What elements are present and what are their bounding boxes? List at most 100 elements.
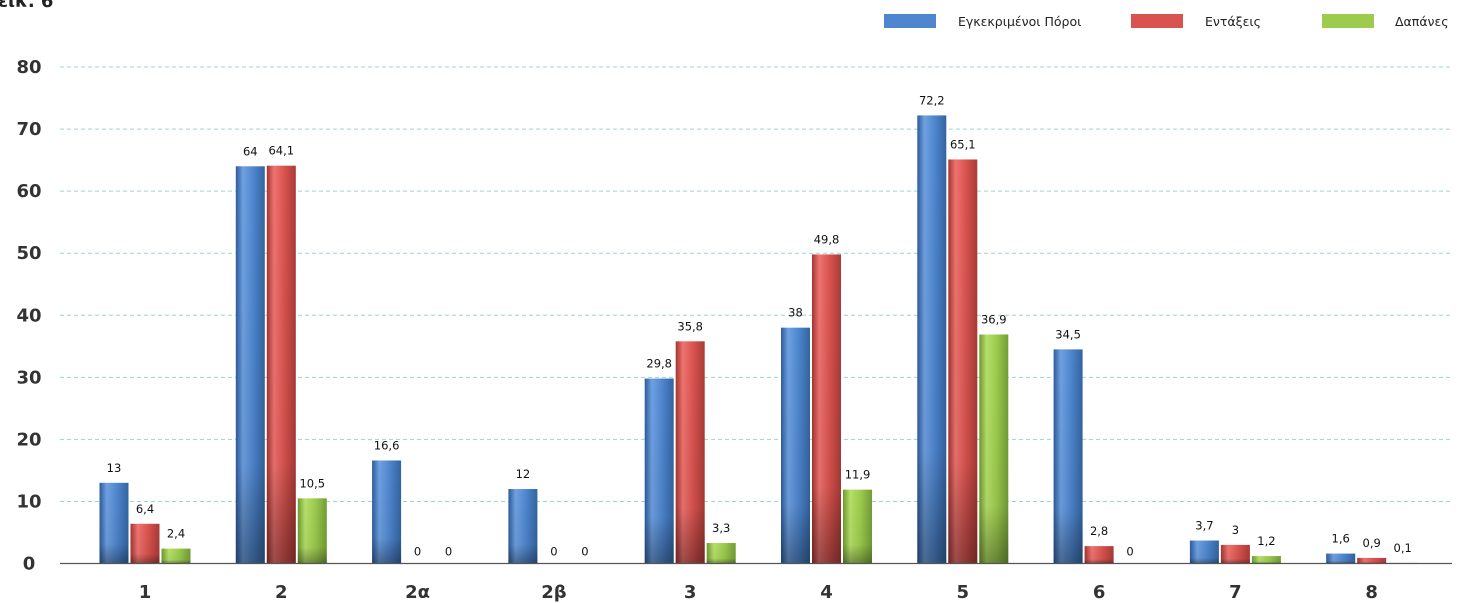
x-tick-label: 6 bbox=[1093, 582, 1106, 603]
bar-shade bbox=[979, 334, 1009, 564]
data-label: 29,8 bbox=[646, 357, 672, 371]
bar-shade bbox=[675, 341, 705, 564]
data-label: 12 bbox=[516, 467, 531, 481]
data-label: 64,1 bbox=[268, 144, 294, 158]
data-label: 11,9 bbox=[845, 468, 871, 482]
data-label: 36,9 bbox=[981, 312, 1007, 326]
x-tick-label: 1 bbox=[139, 582, 152, 603]
x-tick-label: 2β bbox=[541, 582, 567, 603]
bar-shade bbox=[781, 327, 810, 564]
bars bbox=[99, 115, 1418, 564]
bar-shade bbox=[130, 523, 160, 564]
data-label: 3,3 bbox=[712, 521, 730, 535]
bar-shade bbox=[372, 460, 402, 564]
data-label: 10,5 bbox=[299, 476, 325, 490]
x-tick-label: 2α bbox=[405, 582, 430, 603]
bar-shade bbox=[917, 115, 947, 564]
data-label: 0 bbox=[581, 545, 588, 559]
bar bbox=[979, 334, 1009, 564]
y-tick-label: 40 bbox=[16, 305, 41, 326]
data-label: 0,9 bbox=[1363, 536, 1381, 550]
x-tick-label: 3 bbox=[684, 582, 697, 603]
bar bbox=[644, 378, 674, 564]
legend-entry: Εγκεκριμένοι Πόροι bbox=[884, 14, 1081, 29]
legend-swatch bbox=[1322, 14, 1374, 28]
legend-label: Εντάξεις bbox=[1205, 14, 1261, 29]
x-tick-label: 8 bbox=[1365, 582, 1378, 603]
legend-entry: Εντάξεις bbox=[1131, 14, 1261, 29]
y-axis-ticks: 0 10 20 30 40 50 60 70 80 bbox=[16, 57, 41, 575]
data-label: 38 bbox=[788, 306, 803, 320]
bar bbox=[266, 165, 296, 564]
legend-swatch bbox=[884, 14, 936, 28]
bar-shade bbox=[297, 498, 327, 564]
bar-shade bbox=[235, 166, 265, 564]
bar-shade bbox=[1220, 544, 1250, 564]
data-label: 0,1 bbox=[1394, 541, 1412, 555]
bar bbox=[99, 482, 129, 564]
data-label: 49,8 bbox=[814, 232, 840, 246]
bar-shade bbox=[1053, 349, 1083, 564]
data-label: 13 bbox=[107, 461, 122, 475]
bar bbox=[781, 327, 810, 564]
data-label: 1,2 bbox=[1257, 534, 1275, 548]
bar-shade bbox=[644, 378, 674, 564]
y-tick-label: 70 bbox=[16, 119, 41, 140]
legend: Εγκεκριμένοι Πόροι Εντάξεις Δαπάνες bbox=[884, 14, 1449, 29]
y-tick-label: 30 bbox=[16, 367, 41, 388]
bar bbox=[1357, 557, 1387, 564]
data-label: 0 bbox=[445, 545, 452, 559]
bar bbox=[843, 489, 872, 564]
bar-shade bbox=[1084, 546, 1114, 564]
data-label: 16,6 bbox=[374, 438, 400, 452]
bar bbox=[706, 543, 736, 564]
bar-shade bbox=[508, 489, 538, 564]
y-tick-label: 10 bbox=[16, 491, 41, 512]
bar-shade bbox=[1326, 553, 1356, 564]
data-label: 34,5 bbox=[1055, 327, 1081, 341]
bar-shade bbox=[812, 254, 841, 564]
bar bbox=[297, 498, 327, 564]
data-labels: 13 6,4 2,4 64 64,1 10,5 16,6 0 0 12 0 0 29,8 35,8 3,3 3… bbox=[107, 93, 1412, 558]
bar-shade bbox=[1189, 540, 1219, 564]
bar-shade bbox=[706, 543, 736, 564]
bar-shade bbox=[266, 165, 296, 564]
bar bbox=[675, 341, 705, 564]
bar bbox=[1053, 349, 1083, 564]
bar bbox=[1251, 556, 1281, 564]
data-label: 64 bbox=[243, 144, 258, 158]
bar-shade bbox=[99, 482, 129, 564]
x-tick-label: 5 bbox=[957, 582, 970, 603]
bar bbox=[235, 166, 265, 564]
bar bbox=[372, 460, 402, 564]
legend-swatch bbox=[1131, 14, 1183, 28]
y-tick-label: 20 bbox=[16, 429, 41, 450]
legend-entry: Δαπάνες bbox=[1322, 14, 1449, 29]
bar-shade bbox=[843, 489, 872, 564]
data-label: 3,7 bbox=[1195, 519, 1213, 533]
data-label: 35,8 bbox=[677, 319, 703, 333]
figure-label: εικ. 6 bbox=[0, 0, 53, 12]
data-label: 2,8 bbox=[1090, 524, 1108, 538]
data-label: 0 bbox=[1126, 545, 1133, 559]
data-label: 6,4 bbox=[136, 502, 154, 516]
x-tick-label: 7 bbox=[1229, 582, 1242, 603]
bar-shade bbox=[161, 548, 191, 564]
data-label: 0 bbox=[550, 545, 557, 559]
legend-label: Εγκεκριμένοι Πόροι bbox=[958, 14, 1081, 29]
bar bbox=[1084, 546, 1114, 564]
bar-shade bbox=[1357, 557, 1387, 564]
bar bbox=[1220, 544, 1250, 564]
y-tick-label: 0 bbox=[23, 554, 36, 575]
data-label: 2,4 bbox=[167, 527, 185, 541]
data-label: 1,6 bbox=[1332, 532, 1350, 546]
bar bbox=[812, 254, 841, 564]
bar bbox=[948, 159, 978, 564]
bar-shade bbox=[1251, 556, 1281, 564]
bar bbox=[130, 523, 160, 564]
bar-shade bbox=[948, 159, 978, 564]
x-axis-ticks: 1 2 2α 2β 3 4 5 6 7 8 bbox=[139, 582, 1378, 603]
y-tick-label: 50 bbox=[16, 243, 41, 264]
